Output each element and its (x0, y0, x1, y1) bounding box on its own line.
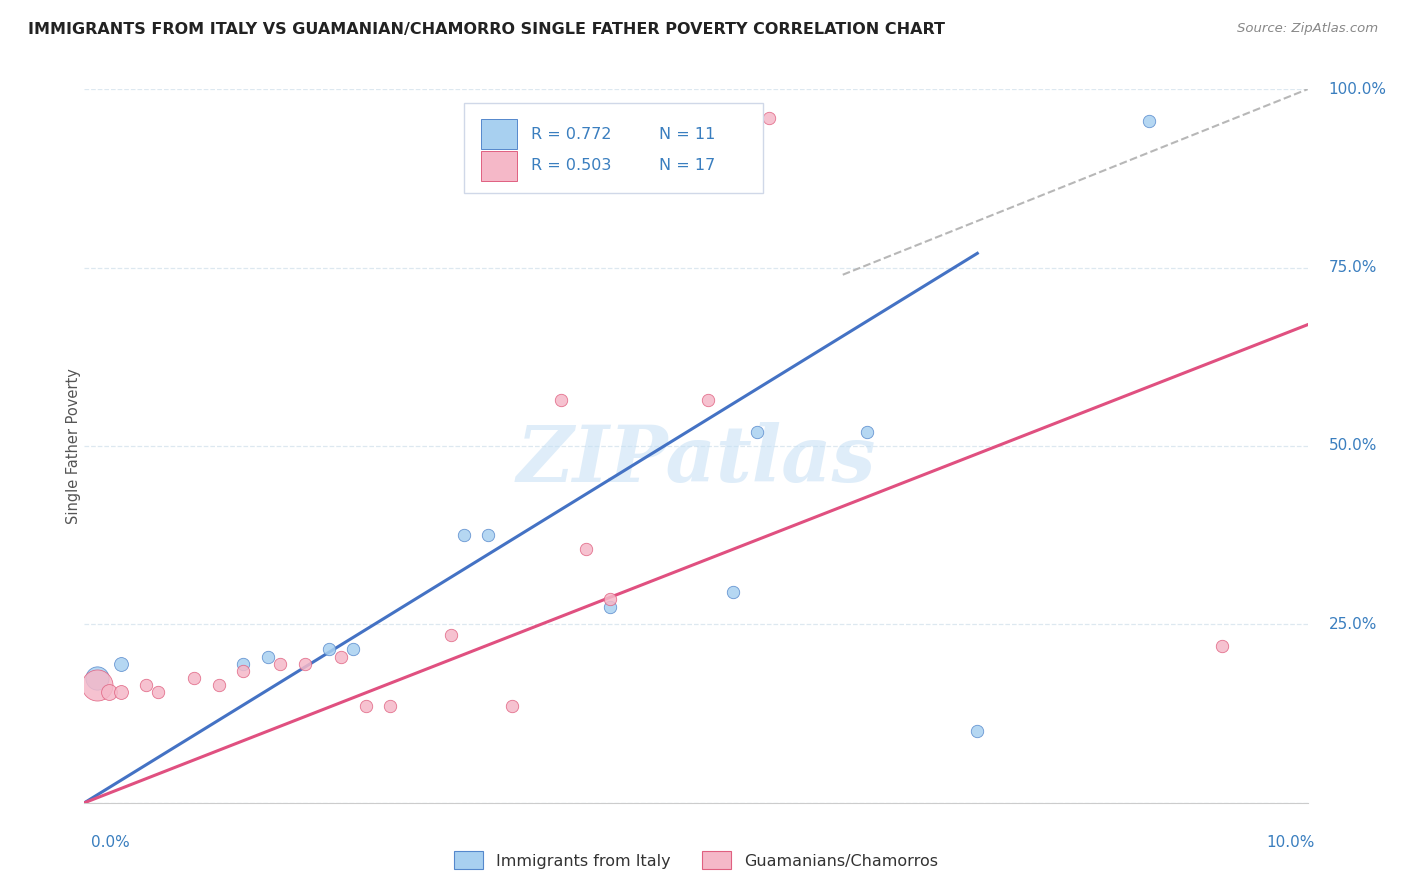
Point (330, 649, 353, 664)
Point (856, 425, 879, 439)
Text: ZIPatlas: ZIPatlas (516, 422, 876, 499)
Text: 25.0%: 25.0% (1329, 617, 1376, 632)
Point (110, 685, 132, 699)
Point (758, 111, 780, 125)
Text: Source: ZipAtlas.com: Source: ZipAtlas.com (1237, 22, 1378, 36)
Point (294, 657, 316, 671)
Text: 10.0%: 10.0% (1267, 836, 1315, 850)
Text: R = 0.503: R = 0.503 (531, 158, 612, 173)
Point (747, 425, 769, 439)
Point (1137, 114, 1160, 128)
Point (502, 699, 524, 714)
Point (208, 678, 231, 692)
Point (966, 724, 988, 739)
Point (183, 671, 205, 685)
Text: 100.0%: 100.0% (1329, 82, 1386, 96)
Text: N = 17: N = 17 (659, 158, 716, 173)
Point (575, 542, 598, 557)
Point (599, 592, 621, 607)
Legend: Immigrants from Italy, Guamanians/Chamorros: Immigrants from Italy, Guamanians/Chamor… (446, 844, 946, 877)
Point (146, 685, 169, 699)
Point (97, 685, 120, 699)
Text: R = 0.772: R = 0.772 (531, 127, 612, 142)
Point (721, 585, 744, 599)
Point (453, 528, 475, 542)
Point (697, 392, 720, 407)
Point (599, 599, 621, 614)
Point (110, 657, 132, 671)
Point (477, 528, 499, 542)
Point (232, 664, 254, 678)
Point (318, 642, 340, 657)
FancyBboxPatch shape (481, 120, 517, 149)
Point (342, 642, 364, 657)
Point (440, 628, 463, 642)
Point (86, 671, 108, 685)
Point (380, 699, 402, 714)
Text: 50.0%: 50.0% (1329, 439, 1376, 453)
Text: IMMIGRANTS FROM ITALY VS GUAMANIAN/CHAMORRO SINGLE FATHER POVERTY CORRELATION CH: IMMIGRANTS FROM ITALY VS GUAMANIAN/CHAMO… (28, 22, 945, 37)
Point (1211, 639, 1233, 653)
Text: 0.0%: 0.0% (91, 836, 131, 850)
Point (232, 657, 254, 671)
Point (135, 678, 157, 692)
Text: 75.0%: 75.0% (1329, 260, 1376, 275)
Point (269, 657, 291, 671)
Point (257, 649, 280, 664)
FancyBboxPatch shape (481, 151, 517, 180)
Point (550, 392, 572, 407)
Point (354, 699, 377, 714)
Text: N = 11: N = 11 (659, 127, 716, 142)
Y-axis label: Single Father Poverty: Single Father Poverty (66, 368, 80, 524)
Point (86, 678, 108, 692)
FancyBboxPatch shape (464, 103, 763, 193)
